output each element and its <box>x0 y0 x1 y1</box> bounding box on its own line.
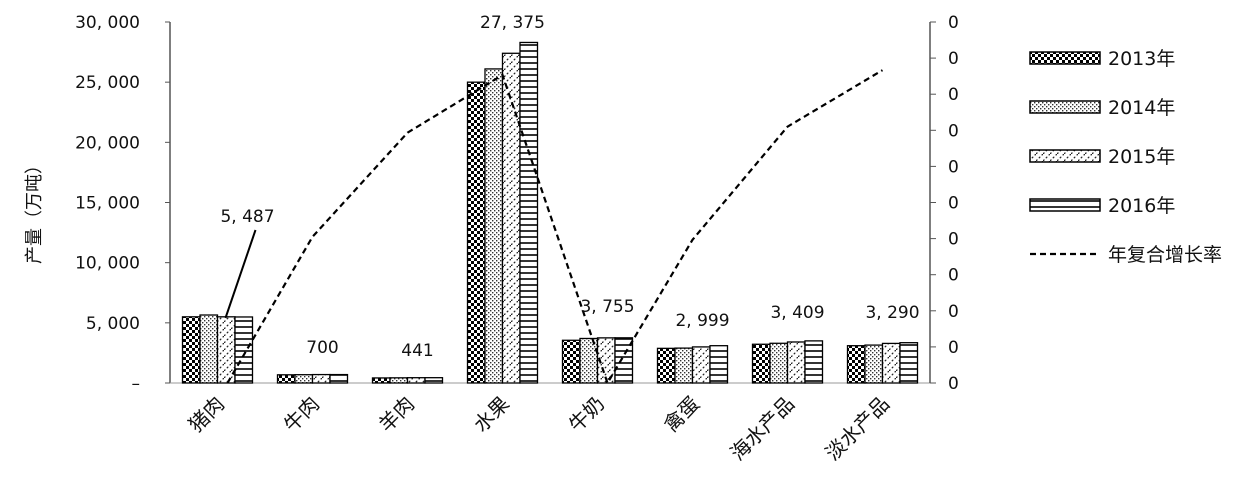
bar-4-6 <box>709 345 729 384</box>
bar-4-8 <box>899 342 919 384</box>
legend-label-growth: 年复合增长率 <box>1108 244 1222 266</box>
legend-label-1: 2013年 <box>1108 48 1175 70</box>
bar-4-5 <box>614 337 634 384</box>
y-tick-label: 20, 000 <box>75 133 140 153</box>
bar-3-2 <box>311 373 331 384</box>
bar-3-6 <box>691 346 711 384</box>
legend-label-3: 2015年 <box>1108 146 1175 168</box>
y-axis-left: – 5, 000 10, 000 15, 000 20, 000 25, 000 30, 0… <box>75 13 930 394</box>
category-label-7: 海水产品 <box>725 392 799 466</box>
bar-2-3 <box>389 377 409 384</box>
bar-4-1 <box>234 316 254 384</box>
bars <box>181 41 919 384</box>
y-tick-label: 25, 000 <box>75 73 140 93</box>
data-label-8: 3, 290 <box>865 303 919 323</box>
bar-2-2 <box>294 374 314 384</box>
bar-2-1 <box>199 314 219 384</box>
bar-1-4 <box>466 81 486 384</box>
bar-2-6 <box>674 347 694 384</box>
bar-1-7 <box>751 343 771 384</box>
data-label-7: 3, 409 <box>770 303 824 323</box>
category-label-4: 水果 <box>469 392 514 437</box>
bar-3-3 <box>406 377 426 384</box>
bar-1-8 <box>846 345 866 384</box>
data-label-4: 27, 375 <box>480 13 545 33</box>
category-label-2: 牛肉 <box>279 392 324 437</box>
bar-2-8 <box>864 344 884 384</box>
bar-2-4 <box>484 68 504 384</box>
y2-tick-label: 0 <box>948 230 959 250</box>
legend-swatch-1 <box>1029 51 1101 65</box>
y2-tick-label: 0 <box>948 85 959 105</box>
y2-tick-label: 0 <box>948 338 959 358</box>
y-tick-label: 30, 000 <box>75 13 140 33</box>
y2-tick-label: 0 <box>948 121 959 141</box>
data-label-leader <box>224 229 257 319</box>
y-axis-title: 产量（万吨） <box>24 156 45 264</box>
legend-label-2: 2014年 <box>1108 97 1175 119</box>
bar-4-3 <box>424 377 444 384</box>
category-label-6: 禽蛋 <box>659 392 704 437</box>
bar-2-7 <box>769 342 789 384</box>
bar-4-2 <box>329 373 349 384</box>
y-tick-label: 15, 000 <box>75 194 140 214</box>
growth-line <box>226 69 884 386</box>
bar-3-8 <box>881 342 901 384</box>
bar-1-1 <box>181 316 201 384</box>
bar-4-4 <box>519 41 539 384</box>
bar-2-5 <box>579 337 599 384</box>
category-label-5: 牛奶 <box>564 392 609 437</box>
legend-swatch-3 <box>1029 149 1101 163</box>
y2-tick-label: 0 <box>948 157 959 177</box>
data-label-5: 3, 755 <box>580 297 634 317</box>
data-labels: 5, 487 700 441 27, 375 3, 755 2, 999 3, 409 3, … <box>220 13 919 361</box>
y2-tick-label: 0 <box>948 13 959 33</box>
bar-1-3 <box>371 377 391 384</box>
y2-tick-label: 0 <box>948 266 959 286</box>
bar-3-7 <box>786 341 806 384</box>
growth-line-path <box>226 69 884 386</box>
y2-tick-label: 0 <box>948 374 959 394</box>
y2-tick-label: 0 <box>948 194 959 214</box>
y-tick-label: 5, 000 <box>86 314 140 334</box>
bar-1-2 <box>276 374 296 384</box>
bar-1-5 <box>561 339 581 384</box>
category-label-3: 羊肉 <box>374 392 419 437</box>
category-label-8: 淡水产品 <box>820 392 894 466</box>
y-tick-label: 10, 000 <box>75 254 140 274</box>
data-label-1: 5, 487 <box>220 207 274 227</box>
category-label-1: 猪肉 <box>184 392 229 437</box>
bar-4-7 <box>804 340 824 384</box>
data-label-6: 2, 999 <box>675 311 729 331</box>
data-label-2: 700 <box>306 338 338 358</box>
legend-label-4: 2016年 <box>1108 195 1175 217</box>
y-axis-right: 0 0 0 0 0 0 0 0 0 0 0 <box>929 13 959 394</box>
data-label-3: 441 <box>401 341 433 361</box>
y2-tick-label: 0 <box>948 302 959 322</box>
legend-swatch-2 <box>1029 100 1101 114</box>
bar-1-6 <box>656 347 676 384</box>
category-labels: 猪肉 牛肉 羊肉 水果 牛奶 禽蛋 海水产品 淡水产品 <box>184 392 894 466</box>
y2-tick-label: 0 <box>948 49 959 69</box>
y-tick-label: – <box>132 374 141 394</box>
legend-swatch-4 <box>1029 198 1101 212</box>
